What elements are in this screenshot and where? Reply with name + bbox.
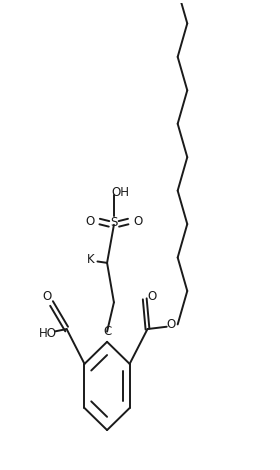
Text: O: O [147, 290, 156, 303]
Text: O: O [166, 318, 176, 331]
Text: O: O [134, 215, 143, 227]
Text: HO: HO [39, 327, 57, 340]
Text: K: K [87, 253, 94, 266]
Text: O: O [85, 215, 94, 227]
Text: S: S [110, 216, 118, 229]
Text: C: C [103, 325, 111, 338]
Text: O: O [42, 290, 51, 303]
Text: OH: OH [112, 186, 130, 199]
